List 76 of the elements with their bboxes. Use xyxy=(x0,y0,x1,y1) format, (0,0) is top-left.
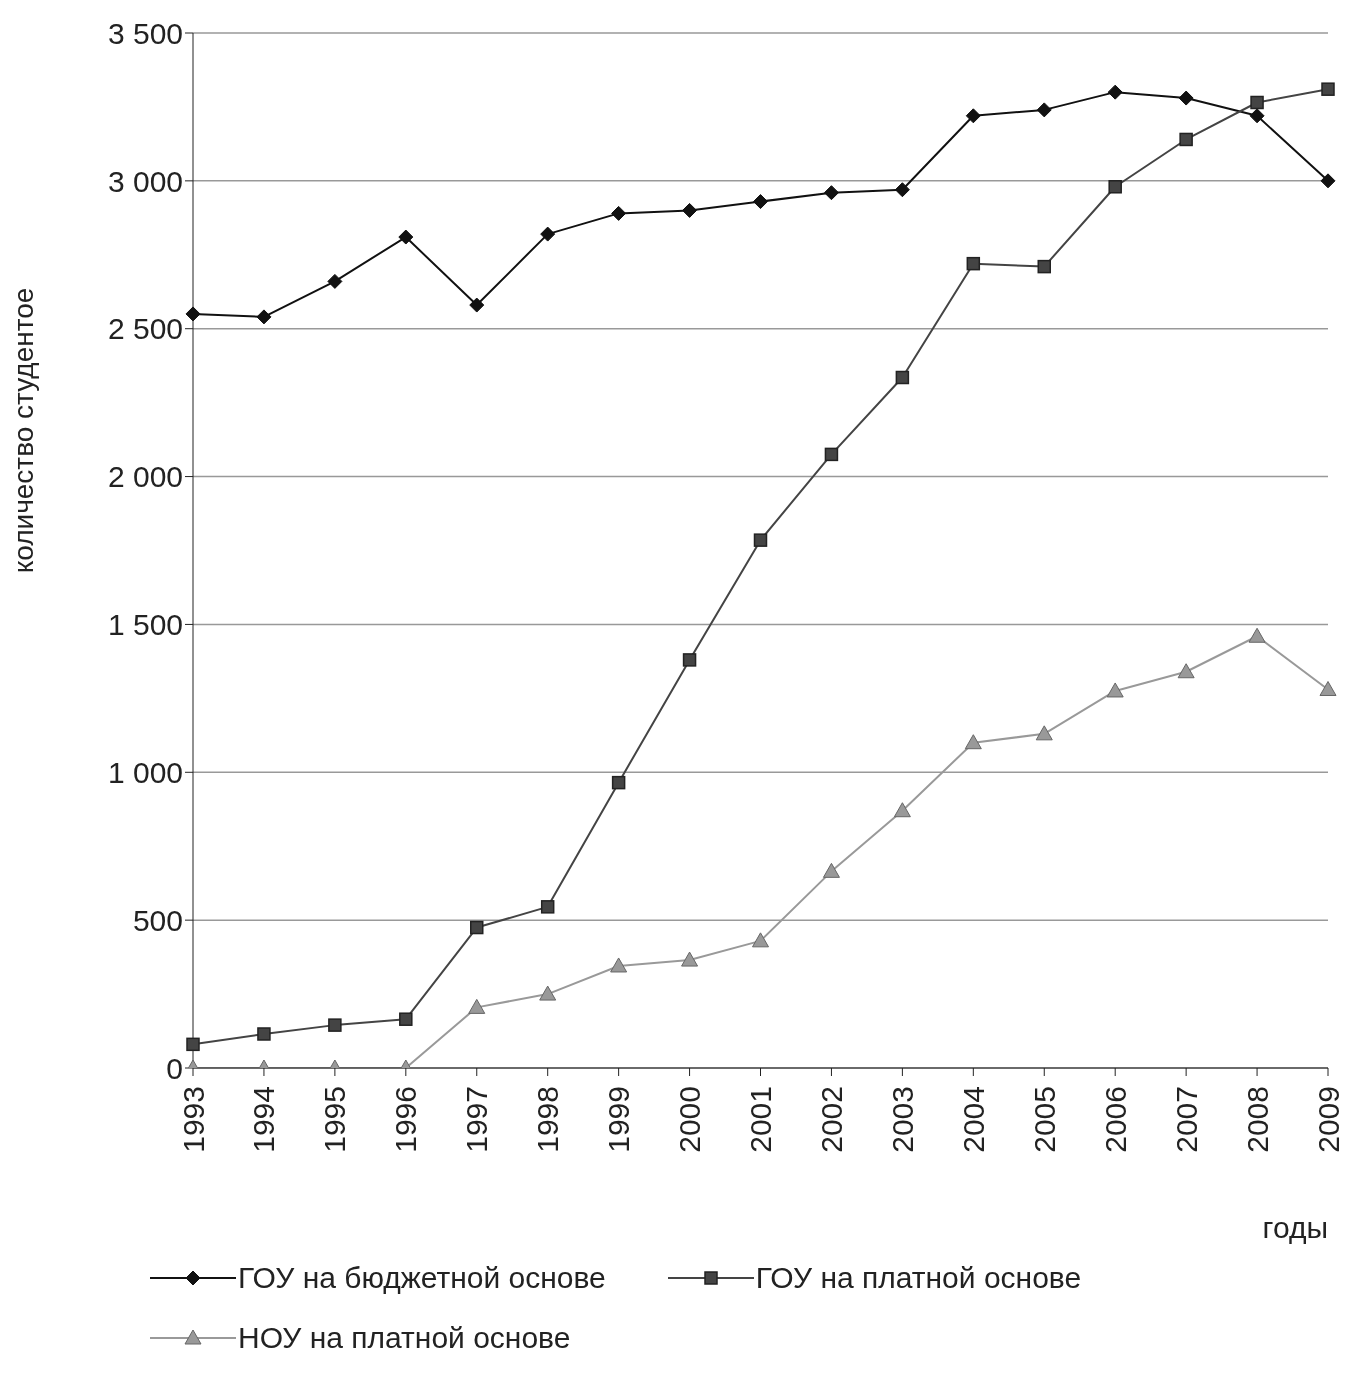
point xyxy=(822,862,840,878)
point xyxy=(893,802,911,818)
point xyxy=(1106,682,1124,698)
point xyxy=(540,900,555,914)
y-tick-label: 3 500 xyxy=(107,16,183,50)
point xyxy=(895,370,910,385)
x-tick-label: 1996 xyxy=(389,1086,423,1153)
point xyxy=(964,734,982,750)
point xyxy=(257,1027,271,1041)
y-tick-label: 2 500 xyxy=(107,312,183,346)
y-tick-label: 2 000 xyxy=(107,460,183,494)
point xyxy=(399,1012,413,1026)
point xyxy=(256,309,272,325)
point xyxy=(610,957,628,973)
point xyxy=(1250,95,1264,110)
y-tick-label: 1 500 xyxy=(107,608,183,642)
x-tick-label: 1997 xyxy=(460,1086,494,1153)
x-tick-label: 2004 xyxy=(956,1086,990,1153)
x-tick-label: 1998 xyxy=(531,1086,565,1153)
point xyxy=(681,951,699,967)
point xyxy=(1320,173,1336,189)
point xyxy=(327,273,343,289)
point xyxy=(611,205,627,221)
point xyxy=(398,229,414,245)
legend-label: ГОУ на платной основе xyxy=(755,1261,1082,1295)
point xyxy=(1179,132,1193,147)
point xyxy=(1319,680,1337,696)
point xyxy=(1248,627,1266,643)
x-tick-label: 2000 xyxy=(673,1086,707,1153)
x-axis-title: годы xyxy=(1262,1211,1328,1244)
point xyxy=(186,1037,200,1052)
point xyxy=(1108,180,1122,194)
point xyxy=(470,920,484,935)
y-tick-label: 3 000 xyxy=(107,164,183,198)
x-tick-label: 1994 xyxy=(247,1086,281,1153)
point xyxy=(682,202,698,218)
x-tick-label: 2006 xyxy=(1098,1086,1132,1153)
x-tick-label: 2008 xyxy=(1240,1086,1274,1153)
x-tick-label: 2007 xyxy=(1169,1086,1203,1153)
point xyxy=(682,653,697,667)
point xyxy=(1321,82,1335,96)
y-tick-label: 1 000 xyxy=(107,755,183,789)
point xyxy=(894,182,910,198)
point xyxy=(468,998,486,1014)
y-tick-label: 500 xyxy=(132,903,183,937)
x-tick-label: 1999 xyxy=(602,1086,636,1153)
x-tick-label: 2009 xyxy=(1311,1086,1345,1153)
x-tick-label: 1995 xyxy=(318,1086,352,1153)
point xyxy=(1035,725,1053,741)
point xyxy=(966,256,981,271)
point xyxy=(611,775,626,790)
point xyxy=(1037,259,1051,274)
legend-label: ГОУ на бюджетной основе xyxy=(238,1261,606,1295)
x-tick-label: 2002 xyxy=(814,1086,848,1153)
point xyxy=(965,108,981,124)
point xyxy=(752,932,769,948)
y-tick-label: 0 xyxy=(166,1051,183,1085)
point xyxy=(539,985,557,1001)
point xyxy=(469,297,485,313)
point xyxy=(1249,108,1265,124)
point xyxy=(753,533,768,547)
x-tick-label: 2003 xyxy=(885,1086,919,1153)
point xyxy=(823,185,839,201)
point xyxy=(1177,663,1195,679)
point xyxy=(1036,102,1052,118)
legend-label: НОУ на платной основе xyxy=(238,1321,571,1355)
point xyxy=(824,447,839,462)
point xyxy=(753,194,768,210)
point xyxy=(328,1018,342,1032)
x-tick-label: 1993 xyxy=(176,1086,210,1153)
point xyxy=(185,306,201,322)
x-tick-label: 2005 xyxy=(1027,1086,1061,1153)
point xyxy=(1178,90,1194,106)
y-axis-title: количество студентое xyxy=(7,287,39,574)
x-tick-label: 2001 xyxy=(744,1086,777,1153)
point xyxy=(1107,84,1123,100)
